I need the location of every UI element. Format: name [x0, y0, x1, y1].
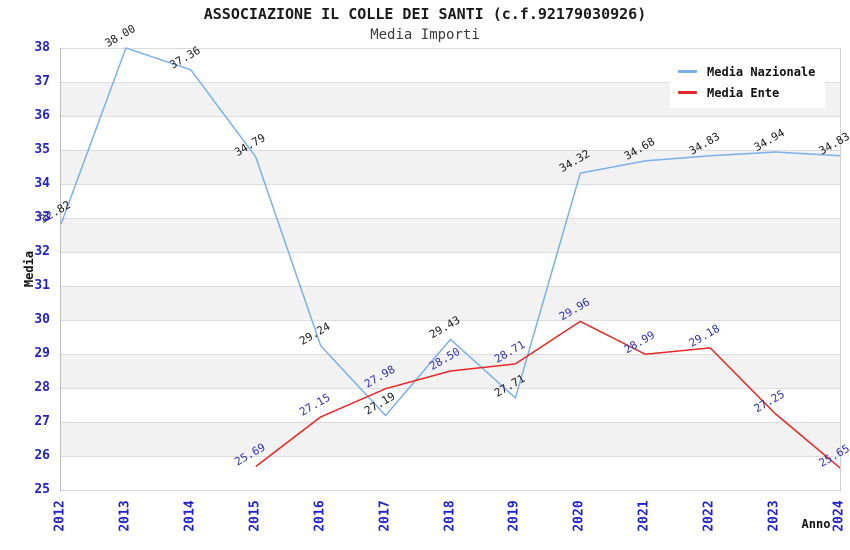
background-band: [61, 184, 840, 218]
data-point-label: 28.71: [492, 338, 527, 366]
data-point-label: 34.83: [817, 130, 850, 158]
data-point-label: 34.83: [687, 130, 722, 158]
gridline: [61, 184, 840, 185]
line-chart-svg: 32.8238.0037.3634.7929.2427.1929.4327.71…: [38, 22, 850, 470]
y-tick-label: 35: [34, 142, 50, 157]
data-point-label: 34.94: [752, 126, 788, 154]
data-point-label: 25.69: [232, 441, 267, 469]
background-band: [61, 218, 840, 252]
y-tick-label: 37: [34, 74, 50, 89]
background-band: [61, 388, 840, 422]
legend-item-media-nazionale: Media Nazionale: [678, 61, 815, 82]
y-tick-label: 31: [34, 278, 50, 293]
x-tick-label: 2013: [117, 500, 133, 532]
gridline: [61, 48, 840, 49]
background-band: [61, 456, 840, 490]
x-tick-label: 2015: [247, 500, 263, 532]
x-tick-label: 2024: [831, 500, 847, 532]
data-point-label: 34.68: [622, 135, 657, 163]
background-band: [61, 422, 840, 456]
y-tick-label: 25: [34, 482, 50, 497]
gridline: [61, 218, 840, 219]
y-tick-label: 34: [34, 176, 50, 191]
x-tick-label: 2017: [377, 500, 393, 532]
gridline: [61, 286, 840, 287]
plot-area: 32.82 38.00 37.36 34.79 29.24 27.19 29.43 27.71…: [38, 22, 850, 491]
y-tick-label: 26: [34, 448, 50, 463]
data-point-label: 27.25: [752, 388, 787, 416]
chart-subtitle: Media Importi: [370, 27, 480, 43]
y-tick-label: 29: [34, 346, 50, 361]
y-tick-label: 32: [34, 244, 50, 259]
x-tick-label: 2016: [312, 500, 328, 532]
y-tick-label: 38: [34, 40, 50, 55]
data-point-label: 27.71: [492, 372, 527, 400]
data-point-label: 29.43: [427, 313, 462, 341]
legend-item-media-ente: Media Ente: [678, 82, 815, 103]
x-tick-label: 2023: [766, 500, 782, 532]
x-tick-label: 2022: [701, 500, 717, 532]
gridline: [61, 116, 840, 117]
x-axis-title: Anno: [801, 517, 831, 531]
data-point-label: 34.79: [232, 131, 267, 159]
y-tick-label: 28: [34, 380, 50, 395]
legend-label-nazionale: Media Nazionale: [707, 64, 816, 79]
series-line-ente: [255, 320, 841, 469]
gridline: [61, 82, 840, 83]
data-point-label: 29.18: [687, 322, 722, 350]
ente-line-swatch-icon: [678, 91, 697, 94]
gridline: [61, 456, 840, 457]
data-point-label: 25.65: [817, 442, 850, 470]
gridline: [61, 354, 840, 355]
chart-title: ASSOCIAZIONE IL COLLE DEI SANTI (c.f.921…: [203, 5, 647, 23]
legend-label-ente: Media Ente: [707, 85, 780, 100]
x-tick-label: 2012: [52, 500, 68, 532]
x-tick-label: 2020: [571, 500, 587, 532]
background-band: [61, 286, 840, 320]
y-tick-label: 36: [34, 108, 50, 123]
series-line-nazionale: [60, 47, 841, 417]
gridline: [61, 320, 840, 321]
gridline: [61, 150, 840, 151]
y-tick-label: 30: [34, 312, 50, 327]
gridline: [61, 422, 840, 423]
background-band: [61, 252, 840, 286]
gridline: [61, 252, 840, 253]
gridline: [61, 388, 840, 389]
data-point-label: 27.19: [362, 390, 397, 418]
nazionale-line-swatch-icon: [678, 70, 697, 73]
background-band: [61, 116, 840, 150]
x-tick-label: 2021: [636, 500, 652, 532]
x-tick-label: 2014: [182, 500, 198, 532]
x-tick-label: 2018: [442, 500, 457, 532]
data-point-label: 29.96: [557, 295, 592, 323]
x-tick-label: 2019: [506, 500, 522, 532]
data-point-label: 29.24: [297, 320, 333, 348]
data-point-label: 28.50: [427, 345, 462, 373]
gridline: [61, 490, 840, 491]
data-point-label: 34.32: [557, 147, 592, 175]
y-tick-label: 27: [34, 414, 50, 429]
y-tick-label: 33: [34, 210, 50, 225]
legend: Media Nazionale Media Ente: [670, 56, 826, 108]
